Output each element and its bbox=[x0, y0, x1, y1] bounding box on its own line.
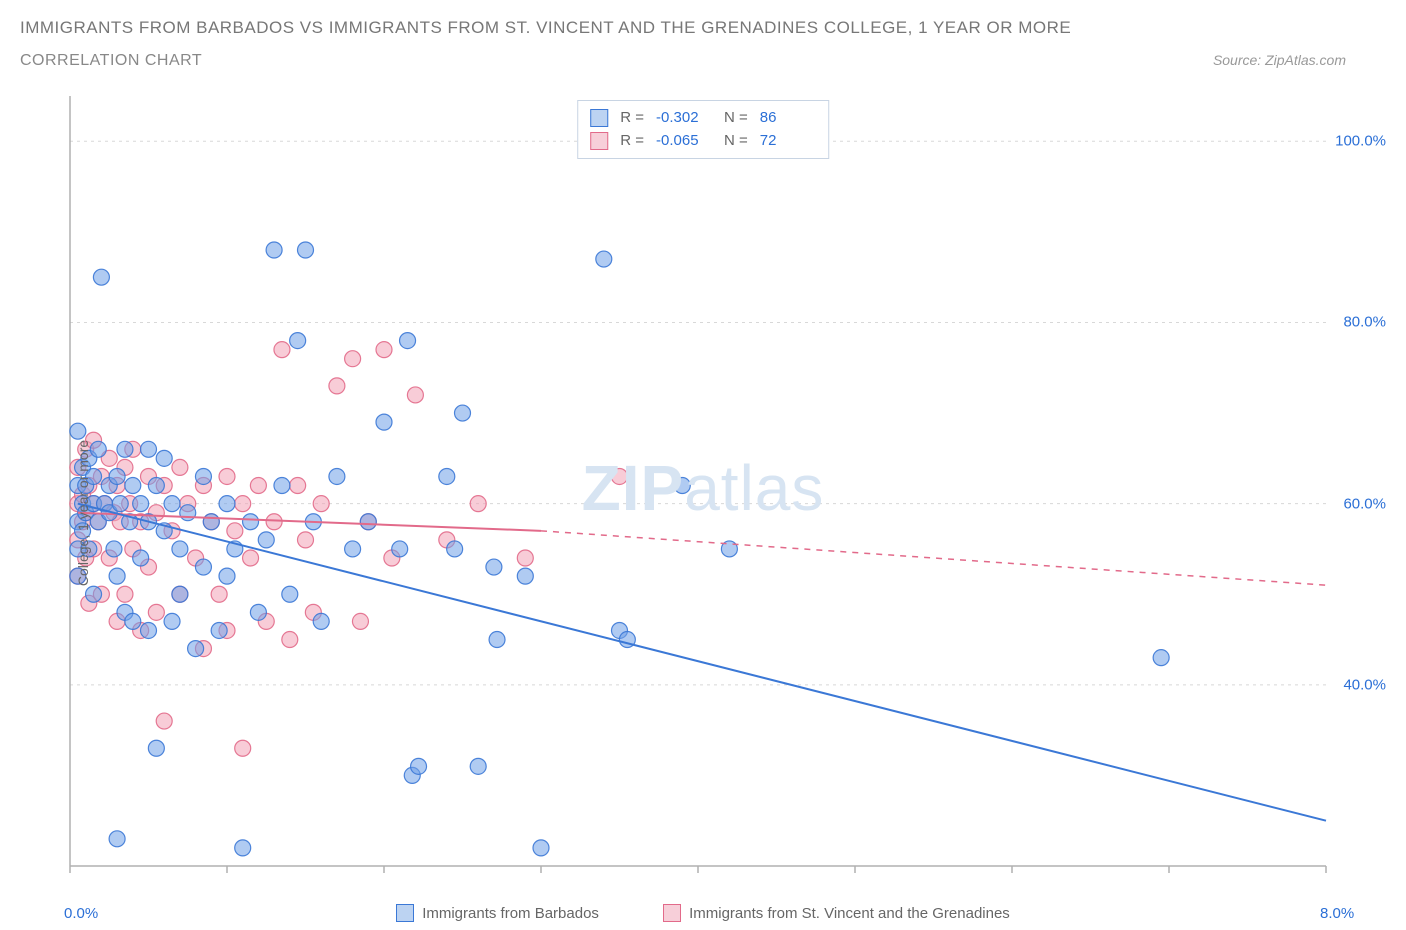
r-value-stvincent: -0.065 bbox=[656, 130, 712, 153]
swatch-stvincent-icon bbox=[663, 904, 681, 922]
chart-source: Source: ZipAtlas.com bbox=[1213, 52, 1386, 68]
y-tick-label: 40.0% bbox=[1343, 676, 1386, 693]
r-value-barbados: -0.302 bbox=[656, 107, 712, 130]
y-axis-label: College, 1 year or more bbox=[75, 440, 91, 586]
scatter-plot bbox=[20, 96, 1386, 886]
legend-item-stvincent: Immigrants from St. Vincent and the Gren… bbox=[663, 905, 1010, 922]
swatch-barbados-icon bbox=[396, 904, 414, 922]
y-tick-label: 60.0% bbox=[1343, 495, 1386, 512]
y-tick-label: 100.0% bbox=[1335, 133, 1386, 150]
n-value-stvincent: 72 bbox=[760, 130, 816, 153]
correlation-legend: R = -0.302 N = 86 R = -0.065 N = 72 bbox=[577, 100, 829, 159]
chart-subtitle: CORRELATION CHART bbox=[20, 52, 202, 70]
chart-title: IMMIGRANTS FROM BARBADOS VS IMMIGRANTS F… bbox=[20, 18, 1386, 38]
y-tick-label: 80.0% bbox=[1343, 314, 1386, 331]
chart-header: IMMIGRANTS FROM BARBADOS VS IMMIGRANTS F… bbox=[0, 0, 1406, 76]
legend-row-barbados: R = -0.302 N = 86 bbox=[590, 107, 816, 130]
swatch-stvincent bbox=[590, 132, 608, 150]
n-value-barbados: 86 bbox=[760, 107, 816, 130]
chart-area: College, 1 year or more ZIPatlas R = -0.… bbox=[20, 96, 1386, 930]
series-legend: Immigrants from Barbados Immigrants from… bbox=[20, 904, 1386, 922]
legend-item-barbados: Immigrants from Barbados bbox=[396, 905, 603, 922]
swatch-barbados bbox=[590, 109, 608, 127]
legend-row-stvincent: R = -0.065 N = 72 bbox=[590, 130, 816, 153]
